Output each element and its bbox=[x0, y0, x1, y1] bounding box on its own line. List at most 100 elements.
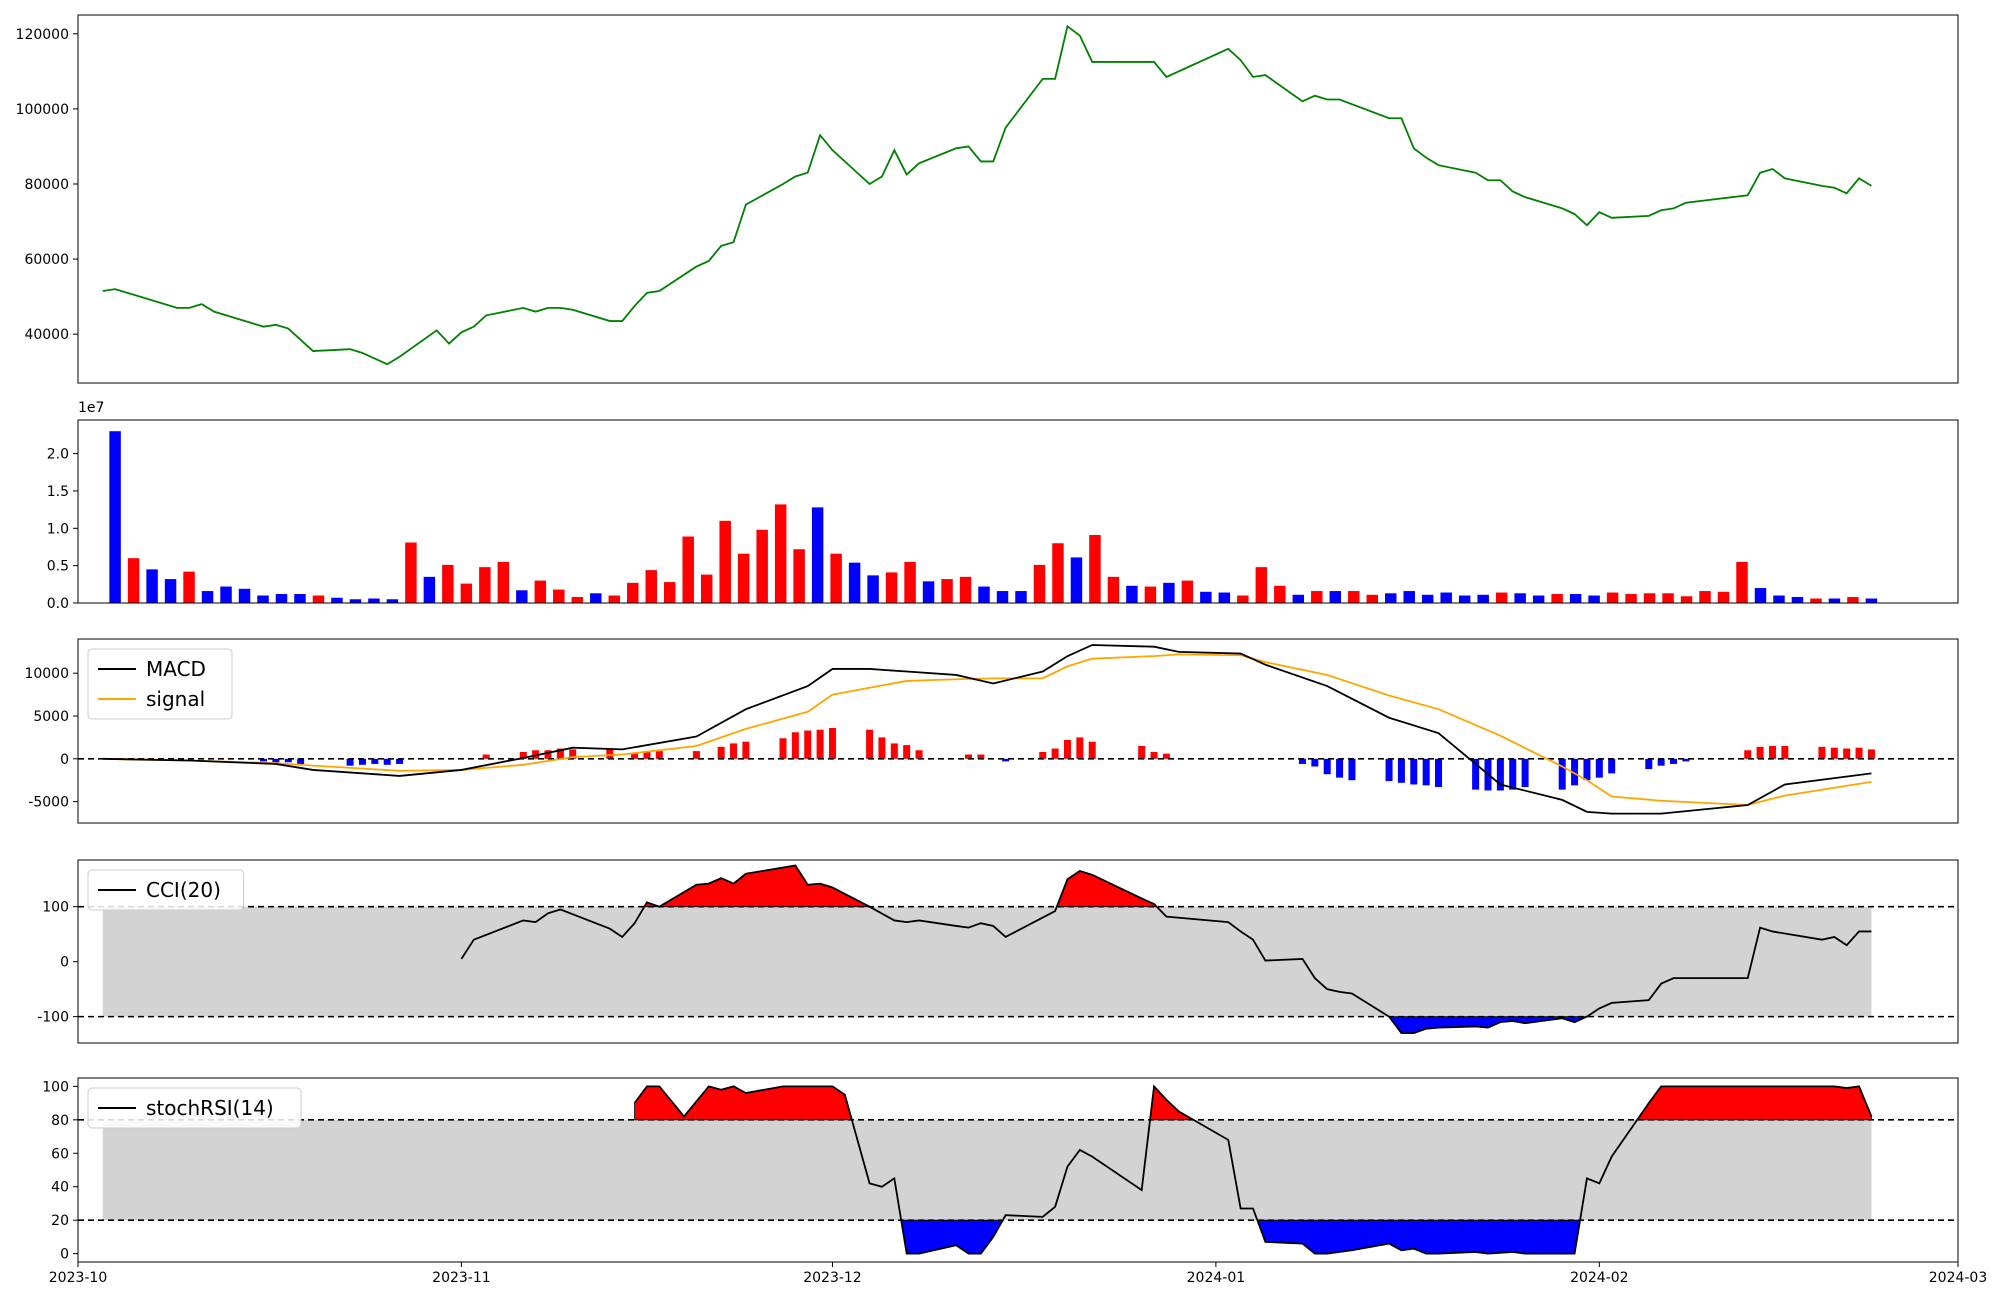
volume-bar bbox=[645, 570, 657, 603]
x-tick-label: 2023-10 bbox=[49, 1270, 108, 1286]
macd-histogram-bar bbox=[1496, 758, 1504, 791]
volume-bar bbox=[867, 575, 879, 603]
macd-histogram-bar bbox=[1348, 758, 1356, 781]
axes-frame bbox=[77, 1077, 1959, 1263]
y-tick-label: 0 bbox=[60, 1247, 69, 1263]
macd-histogram-bar bbox=[544, 750, 552, 759]
macd-histogram-bar bbox=[1768, 745, 1776, 759]
y-tick-label: 20 bbox=[51, 1213, 69, 1229]
x-tick-label: 2024-02 bbox=[1570, 1270, 1629, 1286]
y-tick-label: 80000 bbox=[24, 177, 69, 193]
macd-histogram-bar bbox=[1855, 747, 1863, 759]
volume-bar bbox=[1717, 591, 1730, 603]
volume-bar bbox=[1218, 592, 1231, 603]
macd-histogram-bar bbox=[1657, 758, 1665, 766]
x-tick-label: 2023-12 bbox=[803, 1270, 862, 1286]
volume-bar bbox=[534, 580, 547, 603]
macd-histogram-bar bbox=[1162, 753, 1170, 759]
volume-bar bbox=[1348, 591, 1360, 603]
macd-histogram-bar bbox=[890, 743, 898, 759]
y-tick-label: 2.0 bbox=[47, 447, 69, 463]
macd-histogram-bar bbox=[1645, 758, 1653, 770]
volume-bar bbox=[1385, 593, 1397, 603]
macd-histogram-bar bbox=[1336, 758, 1344, 778]
macd-histogram-bar bbox=[396, 758, 404, 764]
volume-bar bbox=[1643, 593, 1656, 603]
volume-bar bbox=[1588, 595, 1600, 603]
legend-label: MACD bbox=[146, 657, 206, 681]
macd-histogram-bar bbox=[1509, 758, 1517, 790]
chart-panels: 4000060000800001000001200000.00.51.01.52… bbox=[16, 14, 1987, 1286]
volume-bar bbox=[756, 529, 768, 603]
volume-bar bbox=[201, 591, 214, 603]
volume-bar bbox=[1126, 585, 1138, 603]
volume-bar bbox=[848, 562, 861, 603]
macd-histogram-bar bbox=[1867, 749, 1875, 759]
volume-bar bbox=[1532, 595, 1545, 603]
macd-histogram-bar bbox=[1583, 758, 1591, 781]
volume-bar bbox=[1107, 576, 1120, 603]
volume-bar bbox=[1237, 595, 1249, 603]
volume-bar bbox=[1606, 592, 1619, 603]
macd-histogram-bar bbox=[1670, 758, 1678, 764]
volume-bar bbox=[423, 576, 436, 603]
macd-histogram-bar bbox=[297, 758, 305, 764]
volume-bar bbox=[1403, 591, 1415, 603]
y-tick-label: 100 bbox=[42, 1079, 69, 1095]
y-tick-label: 0.0 bbox=[47, 596, 69, 612]
volume-bar bbox=[312, 595, 325, 603]
y-tick-label: 10000 bbox=[24, 666, 69, 682]
y-tick-label: 40 bbox=[51, 1180, 69, 1196]
volume-bar bbox=[719, 520, 731, 603]
y-tick-label: -5000 bbox=[28, 795, 69, 811]
macd-histogram-bar bbox=[915, 750, 923, 759]
volume-bar bbox=[1200, 591, 1212, 603]
volume-bar bbox=[700, 574, 713, 603]
stochrsi-panel: 0 20 40 60 80 100 stochRSI(14) 2023-10 2023-11 20… bbox=[42, 1077, 1987, 1286]
volume-bar bbox=[1865, 598, 1878, 603]
volume-bar bbox=[1662, 593, 1674, 603]
volume-bar bbox=[737, 553, 750, 603]
volume-bar bbox=[1089, 535, 1101, 603]
macd-histogram-bar bbox=[1076, 737, 1084, 759]
volume-bar bbox=[1477, 594, 1489, 603]
volume-bar bbox=[146, 569, 158, 603]
volume-bar bbox=[183, 571, 195, 603]
volume-bar bbox=[1181, 580, 1194, 603]
volume-bar bbox=[1773, 595, 1785, 603]
volume-bar bbox=[1847, 597, 1859, 603]
macd-histogram-bar bbox=[1138, 745, 1146, 759]
overbought-fill bbox=[1636, 1085, 1872, 1121]
macd-histogram-bar bbox=[1397, 758, 1405, 783]
volume-bar bbox=[349, 599, 362, 603]
volume-bar bbox=[571, 597, 584, 603]
axes-frame bbox=[77, 638, 1959, 824]
volume-bar bbox=[1569, 594, 1582, 603]
macd-histogram-bar bbox=[1039, 751, 1047, 759]
legend-label: signal bbox=[146, 687, 205, 711]
volume-bar bbox=[553, 589, 565, 603]
y-tick-label: 0 bbox=[60, 955, 69, 971]
macd-histogram-bar bbox=[284, 758, 292, 763]
volume-bar bbox=[1052, 543, 1064, 603]
macd-histogram-bar bbox=[816, 729, 824, 759]
volume-bar bbox=[590, 593, 602, 603]
macd-histogram-bar bbox=[1298, 758, 1306, 764]
volume-bar bbox=[1366, 594, 1378, 603]
volume-bar bbox=[1015, 591, 1027, 603]
signal-line bbox=[102, 653, 1872, 806]
cci-line bbox=[460, 864, 1872, 1035]
volume-bar bbox=[1255, 567, 1268, 603]
macd-histogram-bar bbox=[1558, 758, 1566, 790]
volume-bar bbox=[922, 581, 935, 603]
macd-histogram-bar bbox=[828, 728, 836, 759]
volume-bar bbox=[811, 507, 824, 603]
volume-panel: 0.0 0.5 1.0 1.5 2.0 1e7 bbox=[47, 400, 1959, 612]
macd-histogram-bar bbox=[965, 754, 973, 759]
volume-bar bbox=[941, 579, 953, 603]
volume-bar bbox=[220, 586, 232, 603]
volume-bar bbox=[1440, 592, 1452, 603]
macd-histogram-bar bbox=[1385, 758, 1393, 782]
macd-histogram-bar bbox=[383, 758, 391, 765]
